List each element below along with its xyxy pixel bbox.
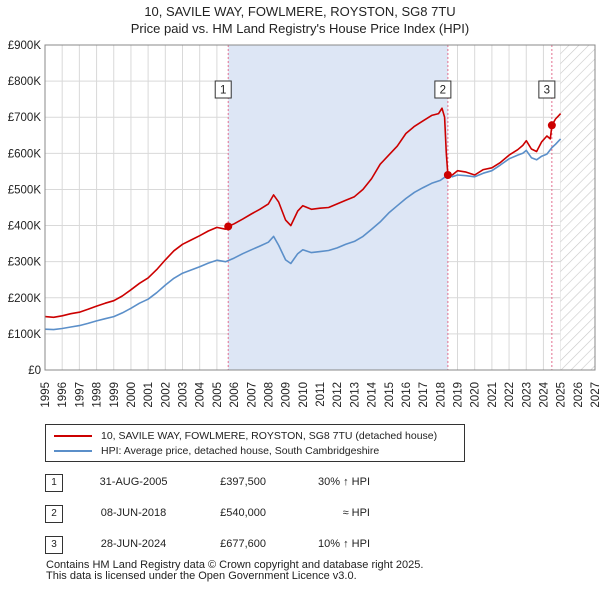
- legend-item-hpi: HPI: Average price, detached house, Sout…: [54, 444, 379, 458]
- chart-legend: 10, SAVILE WAY, FOWLMERE, ROYSTON, SG8 7…: [45, 424, 465, 462]
- y-tick-label: £0: [28, 365, 41, 377]
- x-tick-label: 2024: [538, 381, 550, 407]
- sale-hpi-2: ≈ HPI: [342, 507, 370, 519]
- series-line-property: [45, 107, 562, 319]
- x-tick-label: 2000: [126, 382, 138, 408]
- x-tick-label: 1995: [40, 382, 52, 408]
- y-tick-label: £800K: [8, 76, 42, 88]
- x-tick-label: 2005: [212, 382, 224, 408]
- x-tick-label: 2021: [487, 382, 499, 408]
- sale-marker-box-3: [538, 80, 556, 99]
- x-tick-label: 2019: [453, 382, 465, 408]
- legend-item-property: 10, SAVILE WAY, FOWLMERE, ROYSTON, SG8 7…: [54, 429, 437, 443]
- future-hatch-region: [560, 45, 595, 370]
- x-tick-label: 1997: [74, 382, 86, 408]
- y-tick-label: £700K: [8, 112, 42, 124]
- y-tick-label: £100K: [8, 329, 42, 341]
- y-tick-label: £600K: [8, 148, 42, 160]
- legend-label-property: 10, SAVILE WAY, FOWLMERE, ROYSTON, SG8 7…: [101, 430, 438, 442]
- sale-price-1: £397,500: [220, 476, 266, 488]
- x-tick-label: 2010: [298, 382, 310, 408]
- x-tick-label: 2025: [556, 382, 568, 408]
- chart-title: 10, SAVILE WAY, FOWLMERE, ROYSTON, SG8 7…: [0, 3, 600, 37]
- legend-label-hpi: HPI: Average price, detached house, Sout…: [101, 445, 380, 457]
- chart-title-line-1: 10, SAVILE WAY, FOWLMERE, ROYSTON, SG8 7…: [144, 4, 456, 19]
- x-tick-label: 2027: [590, 382, 600, 408]
- x-tick-label: 2026: [573, 382, 585, 408]
- x-tick-label: 2014: [367, 381, 379, 407]
- x-tick-label: 2002: [160, 382, 172, 408]
- sale-marker-box-1: [214, 80, 232, 99]
- x-tick-label: 2008: [263, 382, 275, 408]
- sale-row-1: 1 31-AUG-2005 £397,500 30% ↑ HPI: [0, 474, 600, 492]
- chart-title-line-2: Price paid vs. HM Land Registry's House …: [130, 21, 470, 36]
- x-tick-label: 2006: [229, 382, 241, 408]
- plot-frame: [44, 44, 596, 371]
- x-tick-label: 2018: [435, 382, 447, 408]
- sale-point-1: [224, 222, 233, 231]
- x-tick-label: 2009: [281, 382, 293, 408]
- sale-date-3: 28-JUN-2024: [100, 538, 167, 550]
- x-tick-label: 2012: [332, 382, 344, 408]
- x-tick-label: 1999: [109, 382, 121, 408]
- series-line-hpi: [45, 138, 562, 331]
- sale-badge-3: 3: [45, 536, 63, 554]
- sale-price-2: £540,000: [220, 507, 266, 519]
- sale-row-2: 2 08-JUN-2018 £540,000 ≈ HPI: [0, 505, 600, 523]
- footer-line-1: Contains HM Land Registry data © Crown c…: [46, 559, 424, 571]
- legend-swatch-property: [54, 435, 92, 437]
- x-tick-label: 2023: [521, 382, 533, 408]
- ownership-period-shade: [228, 45, 448, 370]
- sale-point-3: [547, 121, 556, 130]
- x-tick-label: 2007: [246, 382, 258, 408]
- x-tick-label: 1996: [57, 382, 69, 408]
- sale-hpi-1: 30% ↑ HPI: [318, 476, 370, 488]
- x-tick-label: 2011: [315, 382, 327, 407]
- sale-date-1: 31-AUG-2005: [99, 476, 168, 488]
- price-chart: 1 2 3 £0 £100K £200K £300K £400K £500K £600K £700…: [8, 40, 600, 408]
- y-tick-label: £200K: [8, 293, 42, 305]
- sale-marker-label-2: 2: [440, 85, 446, 97]
- sale-point-2: [443, 171, 452, 179]
- sale-price-3: £677,600: [220, 538, 266, 550]
- sale-marker-label-1: 1: [220, 85, 226, 97]
- footer-line-2: This data is licensed under the Open Gov…: [46, 570, 357, 582]
- x-tick-label: 2015: [384, 382, 396, 408]
- x-tick-label: 2016: [401, 382, 413, 408]
- sale-date-2: 08-JUN-2018: [100, 507, 167, 519]
- sale-hpi-3: 10% ↑ HPI: [318, 538, 370, 550]
- y-tick-label: £500K: [8, 184, 42, 196]
- sale-marker-box-2: [434, 80, 452, 99]
- legend-swatch-hpi: [54, 450, 92, 452]
- sale-badge-2: 2: [45, 505, 63, 523]
- sale-badge-1: 1: [45, 474, 63, 492]
- sale-marker-label-3: 3: [544, 85, 550, 97]
- y-tick-label: £400K: [8, 221, 42, 233]
- x-tick-label: 2013: [349, 382, 361, 408]
- x-tick-label: 1998: [92, 382, 104, 408]
- y-tick-label: £300K: [8, 257, 42, 269]
- sale-row-3: 3 28-JUN-2024 £677,600 10% ↑ HPI: [0, 536, 600, 554]
- x-tick-label: 2004: [195, 381, 207, 407]
- x-tick-label: 2001: [143, 382, 155, 408]
- x-tick-label: 2020: [470, 382, 482, 408]
- x-tick-label: 2022: [504, 382, 516, 408]
- x-tick-label: 2017: [418, 382, 430, 408]
- y-tick-label: £900K: [8, 40, 42, 52]
- footer-attribution: Contains HM Land Registry data © Crown c…: [46, 560, 423, 582]
- x-tick-label: 2003: [178, 382, 190, 408]
